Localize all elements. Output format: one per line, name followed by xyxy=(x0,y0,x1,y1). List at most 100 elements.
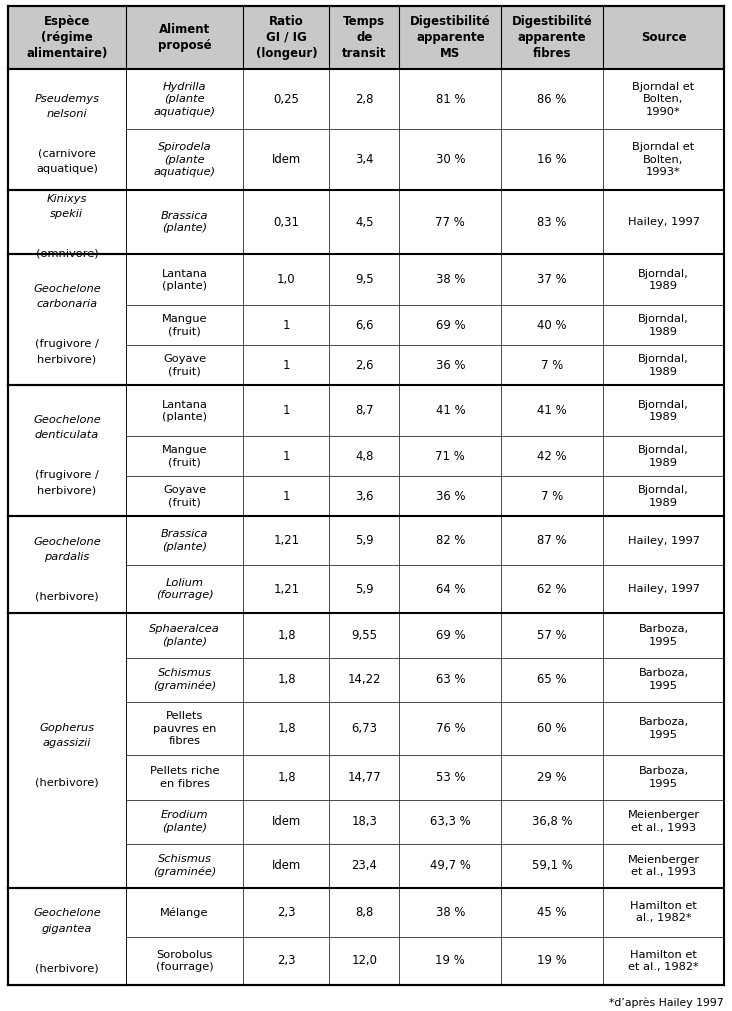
Text: 5,9: 5,9 xyxy=(355,582,374,595)
Text: 36 %: 36 % xyxy=(436,359,465,372)
Text: Goyave
(fruit): Goyave (fruit) xyxy=(163,485,206,508)
Bar xyxy=(8,888,126,985)
Bar xyxy=(8,657,724,702)
Text: 69 %: 69 % xyxy=(436,318,465,332)
Text: 45 %: 45 % xyxy=(537,906,567,919)
Text: 4,5: 4,5 xyxy=(355,215,373,228)
Bar xyxy=(8,614,126,888)
Text: Bjorndal,
1989: Bjorndal, 1989 xyxy=(638,399,689,422)
Text: Bjorndal et
Bolten,
1993*: Bjorndal et Bolten, 1993* xyxy=(632,143,695,177)
Text: Meienberger
et al., 1993: Meienberger et al., 1993 xyxy=(627,854,700,878)
Text: Source: Source xyxy=(640,31,687,43)
Text: 16 %: 16 % xyxy=(537,153,567,166)
Text: pardalis: pardalis xyxy=(44,552,89,562)
Text: 57 %: 57 % xyxy=(537,629,567,642)
Bar xyxy=(8,936,724,985)
Text: 1,8: 1,8 xyxy=(277,771,296,784)
Text: 12,0: 12,0 xyxy=(351,954,378,968)
Text: 2,6: 2,6 xyxy=(355,359,373,372)
Text: spekii: spekii xyxy=(51,209,83,219)
Text: Schismus
(graminée): Schismus (graminée) xyxy=(153,854,216,878)
Text: 6,6: 6,6 xyxy=(355,318,373,332)
Text: 6,73: 6,73 xyxy=(351,722,378,735)
Bar xyxy=(8,476,724,517)
Text: Mangue
(fruit): Mangue (fruit) xyxy=(162,445,207,467)
Text: Bjorndal,
1989: Bjorndal, 1989 xyxy=(638,445,689,467)
Text: 59,1 %: 59,1 % xyxy=(531,859,572,872)
Bar xyxy=(8,346,724,385)
Text: Meienberger
et al., 1993: Meienberger et al., 1993 xyxy=(627,811,700,833)
Text: (omnivore): (omnivore) xyxy=(36,249,98,259)
Text: 65 %: 65 % xyxy=(537,673,567,686)
Text: Mangue
(fruit): Mangue (fruit) xyxy=(162,314,207,337)
Bar xyxy=(8,6,724,69)
Text: (herbivore): (herbivore) xyxy=(35,591,99,602)
Text: 87 %: 87 % xyxy=(537,534,567,547)
Text: Pellets riche
en fibres: Pellets riche en fibres xyxy=(150,766,220,789)
Text: agassizii: agassizii xyxy=(42,738,91,748)
Bar xyxy=(8,129,724,190)
Text: Geochelone: Geochelone xyxy=(33,909,101,918)
Text: 1: 1 xyxy=(283,490,290,502)
Text: 0,25: 0,25 xyxy=(274,93,299,105)
Text: Bjorndal,
1989: Bjorndal, 1989 xyxy=(638,354,689,376)
Text: 83 %: 83 % xyxy=(537,215,567,228)
Bar xyxy=(8,702,724,755)
Text: (frugivore /: (frugivore / xyxy=(35,339,99,349)
Text: 19 %: 19 % xyxy=(436,954,466,968)
Text: Brassica
(plante): Brassica (plante) xyxy=(161,530,209,552)
Text: 81 %: 81 % xyxy=(436,93,465,105)
Text: (frugivore /: (frugivore / xyxy=(35,470,99,479)
Text: 62 %: 62 % xyxy=(537,582,567,595)
Text: 2,8: 2,8 xyxy=(355,93,373,105)
Text: Espèce
(régime
alimentaire): Espèce (régime alimentaire) xyxy=(26,15,108,60)
Text: 19 %: 19 % xyxy=(537,954,567,968)
Text: denticulata: denticulata xyxy=(34,431,99,441)
Text: Barboza,
1995: Barboza, 1995 xyxy=(638,766,689,789)
Text: Lantana
(plante): Lantana (plante) xyxy=(162,399,208,422)
Bar xyxy=(8,69,724,129)
Text: Kinixys: Kinixys xyxy=(47,194,87,204)
Text: 3,4: 3,4 xyxy=(355,153,373,166)
Text: Digestibilité
apparente
fibres: Digestibilité apparente fibres xyxy=(512,15,592,60)
Text: 76 %: 76 % xyxy=(436,722,465,735)
Bar xyxy=(8,305,724,346)
Text: 53 %: 53 % xyxy=(436,771,465,784)
Text: 0,31: 0,31 xyxy=(274,215,299,228)
Bar xyxy=(8,888,724,936)
Text: Sphaeralcea
(plante): Sphaeralcea (plante) xyxy=(149,624,220,647)
Text: 40 %: 40 % xyxy=(537,318,567,332)
Bar xyxy=(8,517,126,614)
Text: 1,8: 1,8 xyxy=(277,722,296,735)
Text: herbivore): herbivore) xyxy=(37,354,97,364)
Text: Idem: Idem xyxy=(272,153,301,166)
Text: 8,8: 8,8 xyxy=(355,906,373,919)
Text: Temps
de
transit: Temps de transit xyxy=(342,15,386,60)
Text: (herbivore): (herbivore) xyxy=(35,777,99,788)
Text: Bjorndal,
1989: Bjorndal, 1989 xyxy=(638,269,689,291)
Text: Hydrilla
(plante
aquatique): Hydrilla (plante aquatique) xyxy=(154,82,216,116)
Text: 63 %: 63 % xyxy=(436,673,465,686)
Text: Bjorndal et
Bolten,
1990*: Bjorndal et Bolten, 1990* xyxy=(632,82,695,116)
Text: 38 %: 38 % xyxy=(436,273,465,286)
Text: 7 %: 7 % xyxy=(541,359,564,372)
Bar xyxy=(8,565,724,614)
Bar xyxy=(8,190,126,255)
Text: (herbivore): (herbivore) xyxy=(35,963,99,973)
Text: Barboza,
1995: Barboza, 1995 xyxy=(638,668,689,691)
Text: Hamilton et
al., 1982*: Hamilton et al., 1982* xyxy=(630,901,697,923)
Text: Aliment
proposé: Aliment proposé xyxy=(158,23,212,52)
Text: carbonaria: carbonaria xyxy=(37,299,97,309)
Text: Ratio
GI / IG
(longeur): Ratio GI / IG (longeur) xyxy=(255,15,317,60)
Text: 49,7 %: 49,7 % xyxy=(430,859,471,872)
Text: 41 %: 41 % xyxy=(436,404,465,418)
Text: nelsoni: nelsoni xyxy=(47,109,87,119)
Text: *d’après Hailey 1997: *d’après Hailey 1997 xyxy=(609,997,724,1008)
Text: aquatique): aquatique) xyxy=(36,164,98,174)
Text: Schismus
(graminée): Schismus (graminée) xyxy=(153,668,216,692)
Text: 1: 1 xyxy=(283,359,290,372)
Text: 37 %: 37 % xyxy=(537,273,567,286)
Text: 30 %: 30 % xyxy=(436,153,465,166)
Text: 69 %: 69 % xyxy=(436,629,465,642)
Text: 60 %: 60 % xyxy=(537,722,567,735)
